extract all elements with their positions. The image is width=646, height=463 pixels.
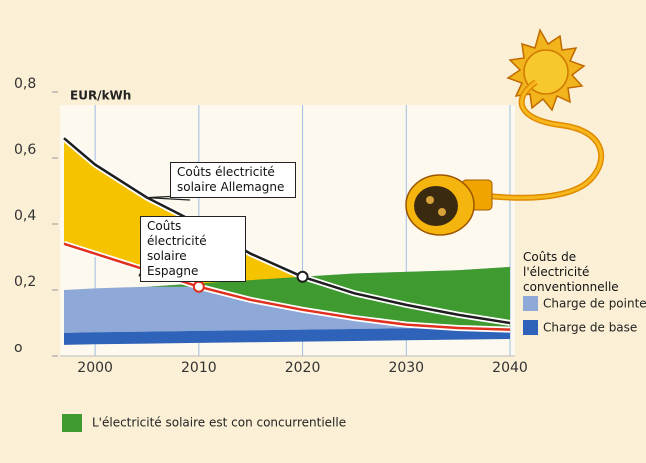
y-tick-label: 0,6 [14, 142, 36, 158]
legend-swatch [523, 296, 538, 311]
y-axis-label: EUR/kWh [70, 89, 131, 103]
legend-label: Charge de pointe [543, 297, 646, 311]
x-tick-label: 2020 [285, 360, 321, 376]
point-marker [194, 282, 204, 292]
legend-swatch [523, 320, 538, 335]
x-tick-label: 2000 [77, 360, 113, 376]
legend-label: Charge de base [543, 321, 637, 335]
chart: EUR/kWh L'électricité solaire est con co… [0, 0, 646, 463]
legend-title: Coûts de l'électricité conventionnelle [523, 250, 643, 295]
competitive-swatch [62, 414, 82, 432]
x-tick-label: 2040 [492, 360, 528, 376]
y-tick-label: 0,2 [14, 274, 36, 290]
competitive-label: L'électricité solaire est con concurrent… [92, 416, 346, 430]
spain-callout: Coûts électricité solaire Espagne [140, 216, 246, 282]
page: EUR/kWh L'électricité solaire est con co… [0, 0, 646, 463]
y-tick-label: 0,4 [14, 208, 36, 224]
x-tick-label: 2010 [181, 360, 217, 376]
point-marker [298, 272, 308, 282]
y-tick-label: 0,8 [14, 76, 36, 92]
germany-callout: Coûts électricité solaire Allemagne [170, 162, 296, 198]
x-tick-label: 2030 [388, 360, 424, 376]
y-tick-label: o [14, 340, 23, 356]
